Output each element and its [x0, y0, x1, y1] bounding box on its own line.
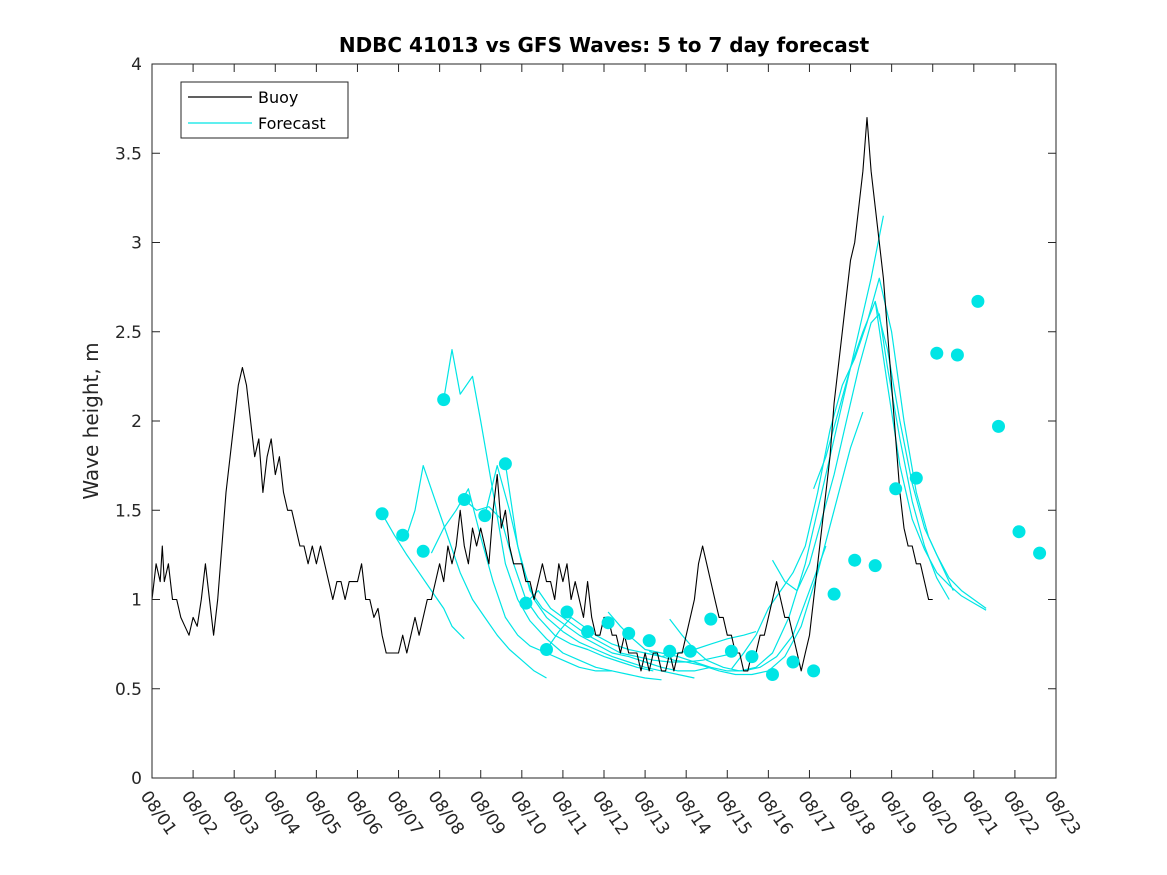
- y-tick-label: 0.5: [115, 680, 142, 700]
- y-tick-label: 1: [131, 591, 142, 611]
- y-axis-label: Wave height, m: [79, 342, 103, 499]
- forecast-series-line: [607, 545, 827, 672]
- plot-frame: [151, 63, 1057, 779]
- y-tick-label: 0: [131, 769, 142, 789]
- forecast-marker: [457, 493, 471, 506]
- forecast-marker: [663, 644, 677, 658]
- forecast-marker: [560, 605, 574, 619]
- marker-layer: [375, 294, 1047, 681]
- forecast-series-line: [443, 349, 662, 681]
- forecast-marker: [745, 650, 759, 664]
- forecast-series-line: [484, 465, 695, 679]
- y-tick-label: 3.5: [115, 144, 142, 164]
- forecast-marker: [868, 559, 882, 573]
- forecast-marker: [992, 419, 1005, 433]
- forecast-series-line: [813, 300, 987, 609]
- y-axis-ticks: 0 0.5 1 1.5 2 2.5 3 3.5 4: [115, 55, 1056, 789]
- forecast-marker: [848, 553, 862, 567]
- plot-area: [152, 64, 1056, 778]
- forecast-marker: [786, 655, 800, 669]
- forecast-marker: [766, 668, 779, 681]
- forecast-marker: [909, 471, 923, 485]
- forecast-marker: [437, 393, 451, 407]
- forecast-marker: [601, 616, 615, 630]
- forecast-marker: [396, 528, 410, 542]
- forecast-series-line: [406, 465, 547, 679]
- legend: Buoy Forecast: [180, 81, 349, 139]
- forecast-marker: [642, 634, 656, 648]
- legend-box: [180, 81, 349, 139]
- forecast-marker: [889, 482, 903, 496]
- forecast-series-line: [430, 488, 613, 672]
- buoy-series-line: [151, 116, 933, 672]
- forecast-marker: [724, 644, 738, 658]
- forecast-marker: [704, 612, 718, 626]
- forecast-series-line: [648, 411, 864, 676]
- forecast-series-line: [381, 513, 465, 640]
- forecast-marker: [540, 643, 553, 656]
- forecast-marker: [930, 346, 944, 360]
- forecast-series-line: [463, 499, 654, 672]
- series-layer: [151, 116, 987, 681]
- forecast-series-line: [730, 277, 954, 670]
- forecast-marker: [478, 509, 492, 523]
- forecast-marker: [622, 626, 636, 640]
- forecast-series-line: [504, 463, 711, 672]
- forecast-marker: [971, 294, 985, 308]
- legend-forecast-label: Forecast: [258, 114, 326, 133]
- y-tick-label: 2.5: [115, 323, 142, 343]
- forecast-series-line: [771, 313, 950, 600]
- y-tick-label: 1.5: [115, 501, 142, 521]
- chart-title: NDBC 41013 vs GFS Waves: 5 to 7 day fore…: [339, 33, 870, 57]
- forecast-marker: [1033, 546, 1047, 560]
- forecast-marker: [807, 664, 821, 678]
- legend-buoy-label: Buoy: [258, 88, 298, 107]
- y-tick-label: 4: [131, 55, 142, 75]
- forecast-marker: [950, 348, 964, 362]
- forecast-marker: [1012, 525, 1026, 539]
- forecast-marker: [581, 625, 595, 639]
- forecast-marker: [498, 457, 512, 471]
- forecast-marker: [416, 544, 430, 558]
- forecast-marker: [375, 507, 389, 521]
- y-tick-label: 2: [131, 412, 142, 432]
- forecast-marker: [683, 644, 697, 658]
- forecast-marker: [827, 587, 841, 601]
- forecast-marker: [519, 596, 533, 610]
- y-tick-label: 3: [131, 234, 142, 254]
- forecast-series-line: [874, 301, 987, 611]
